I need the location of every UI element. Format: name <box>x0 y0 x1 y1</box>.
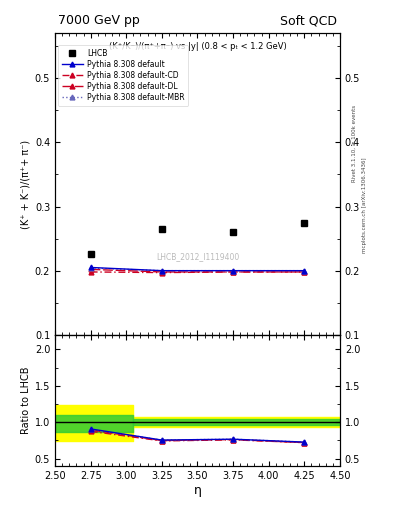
Pythia 8.308 default-MBR <box>302 268 307 274</box>
Legend: LHCB, Pythia 8.308 default, Pythia 8.308 default-CD, Pythia 8.308 default-DL, Py: LHCB, Pythia 8.308 default, Pythia 8.308… <box>58 46 188 105</box>
Text: (K⁺/K⁻)/(π⁺+π⁻) vs |y| (0.8 < pₜ < 1.2 GeV): (K⁺/K⁻)/(π⁺+π⁻) vs |y| (0.8 < pₜ < 1.2 G… <box>108 42 286 51</box>
Pythia 8.308 default-CD <box>231 269 235 275</box>
Pythia 8.308 default <box>88 264 93 270</box>
LHCB <box>88 251 93 257</box>
Pythia 8.308 default-MBR <box>231 268 235 274</box>
X-axis label: η: η <box>193 483 202 497</box>
Line: LHCB: LHCB <box>87 219 308 258</box>
Pythia 8.308 default-CD <box>88 269 93 275</box>
Line: Pythia 8.308 default: Pythia 8.308 default <box>88 265 307 273</box>
Pythia 8.308 default <box>231 268 235 274</box>
Text: LHCB_2012_I1119400: LHCB_2012_I1119400 <box>156 252 239 261</box>
Pythia 8.308 default-DL <box>88 266 93 272</box>
LHCB <box>231 228 235 234</box>
Text: mcplots.cern.ch [arXiv:1306.3436]: mcplots.cern.ch [arXiv:1306.3436] <box>362 157 367 252</box>
Y-axis label: Ratio to LHCB: Ratio to LHCB <box>20 367 31 434</box>
Pythia 8.308 default-DL <box>160 269 164 275</box>
Line: Pythia 8.308 default-DL: Pythia 8.308 default-DL <box>88 267 307 274</box>
LHCB <box>160 226 164 232</box>
Text: Soft QCD: Soft QCD <box>280 14 337 27</box>
Text: Rivet 3.1.10, ≥ 100k events: Rivet 3.1.10, ≥ 100k events <box>352 105 357 182</box>
Pythia 8.308 default <box>302 268 307 274</box>
Pythia 8.308 default <box>160 268 164 274</box>
Pythia 8.308 default-MBR <box>88 265 93 271</box>
Text: 7000 GeV pp: 7000 GeV pp <box>58 14 140 27</box>
Pythia 8.308 default-CD <box>302 269 307 275</box>
Pythia 8.308 default-CD <box>160 269 164 275</box>
Y-axis label: (K⁺ + K⁻)/(π⁺+ π⁻): (K⁺ + K⁻)/(π⁺+ π⁻) <box>20 139 31 229</box>
Line: Pythia 8.308 default-CD: Pythia 8.308 default-CD <box>88 269 307 275</box>
Pythia 8.308 default-MBR <box>160 268 164 274</box>
Pythia 8.308 default-DL <box>302 269 307 275</box>
Line: Pythia 8.308 default-MBR: Pythia 8.308 default-MBR <box>88 266 307 273</box>
LHCB <box>302 220 307 226</box>
Pythia 8.308 default-DL <box>231 269 235 275</box>
